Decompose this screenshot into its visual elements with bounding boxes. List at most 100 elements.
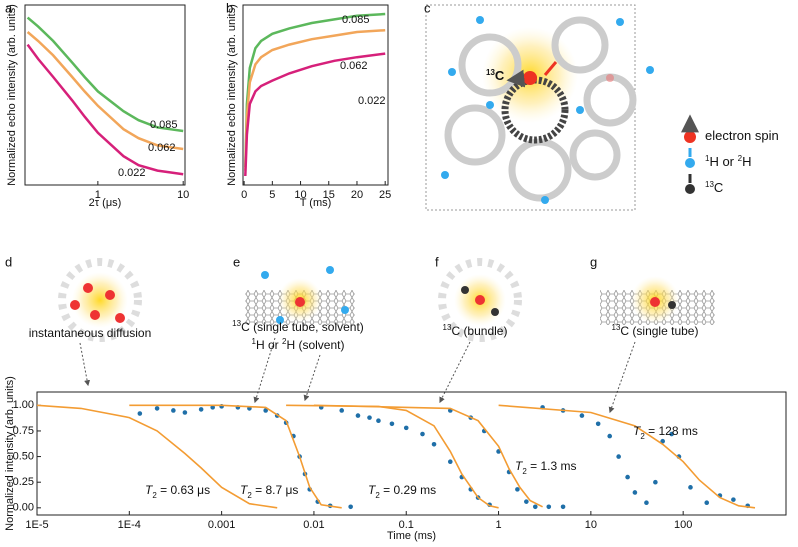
series-label: 0.022 xyxy=(358,95,386,107)
data-point xyxy=(644,500,649,506)
data-point xyxy=(447,459,453,465)
series-line xyxy=(26,43,184,176)
spin-label: 13C xyxy=(486,68,505,84)
data-point xyxy=(376,418,381,424)
legend-label: 1H or 2H xyxy=(705,154,751,170)
x-tick-label: 10 xyxy=(585,519,597,531)
annotation: T2 = 0.63 μs xyxy=(145,483,210,499)
text-part: = 8.7 μs xyxy=(252,483,299,497)
text-part: C (single tube, solvent) xyxy=(241,320,364,334)
data-point xyxy=(632,490,638,495)
text-part: electron spin xyxy=(705,128,779,143)
data-point xyxy=(367,415,372,420)
text-part: H or xyxy=(709,154,737,169)
data-point xyxy=(348,504,353,510)
y-tick-label: 1.00 xyxy=(13,399,34,411)
data-point xyxy=(607,433,613,439)
data-point xyxy=(154,406,160,411)
data-point xyxy=(263,408,268,413)
annotation: T2 = 1.3 ms xyxy=(515,459,576,475)
data-point xyxy=(579,413,585,418)
text-part: H xyxy=(742,154,751,169)
x-tick-label: 5 xyxy=(269,189,275,201)
text-part: 1 xyxy=(252,337,257,346)
x-tick-label: 1E-5 xyxy=(25,519,48,531)
x-tick-label: 0.01 xyxy=(303,519,324,531)
data-point xyxy=(431,441,437,447)
text-part: T xyxy=(240,483,249,497)
data-point xyxy=(137,411,143,416)
series-line xyxy=(244,28,386,171)
text-part: 2 xyxy=(152,491,157,500)
series-line xyxy=(498,404,756,509)
panel-label: b xyxy=(226,0,233,15)
data-point xyxy=(625,474,630,480)
series-label: 0.085 xyxy=(150,119,178,131)
data-point xyxy=(595,421,601,427)
data-point xyxy=(560,504,566,510)
panel-label: g xyxy=(590,254,597,269)
data-point xyxy=(182,410,188,415)
pointer-arrows xyxy=(79,337,636,414)
data-point xyxy=(616,454,621,459)
plot-frame xyxy=(24,4,186,186)
series-line xyxy=(26,31,184,151)
data-point xyxy=(546,504,552,510)
data-point xyxy=(210,405,215,410)
panel-label: d xyxy=(5,254,12,269)
text-part: 13 xyxy=(612,323,621,332)
x-tick-label: 0.001 xyxy=(208,519,236,531)
series-label: 0.022 xyxy=(118,167,146,179)
x-tick-label: 20 xyxy=(351,189,363,201)
text-part: C (bundle) xyxy=(451,324,507,338)
text-part: 13 xyxy=(705,180,714,189)
panel-label: f xyxy=(435,254,439,269)
y-tick-label: 0.50 xyxy=(13,450,34,462)
legend-label: 13C xyxy=(705,180,723,196)
data-point xyxy=(420,431,425,437)
text-part: = 1.3 ms xyxy=(527,459,577,473)
data-point xyxy=(653,479,658,485)
text-part: C xyxy=(714,180,723,195)
text-part: 13 xyxy=(486,68,495,77)
series-label: 0.085 xyxy=(342,14,370,26)
x-tick-label: 25 xyxy=(379,189,391,201)
panel-label: a xyxy=(5,0,13,15)
x-axis-label: Time (ms) xyxy=(387,530,436,542)
x-tick-label: 0 xyxy=(241,189,247,201)
x-tick-label: 1E-4 xyxy=(118,519,141,531)
annotation: T2 = 128 ms xyxy=(633,424,698,440)
caption: instantaneous diffusion xyxy=(29,326,152,340)
text-part: 2 xyxy=(282,337,287,346)
panel-label: e xyxy=(233,254,240,269)
x-axis-label: 2τ (μs) xyxy=(89,197,122,209)
series-line xyxy=(244,52,386,177)
caption: 13C (bundle) xyxy=(443,323,508,339)
schematics xyxy=(58,258,715,342)
data-point xyxy=(198,407,204,412)
text-part: T xyxy=(633,424,642,438)
series-label: 0.062 xyxy=(148,142,176,154)
y-tick-label: 0.25 xyxy=(13,476,34,488)
panel-label: c xyxy=(424,0,431,15)
text-part: 2 xyxy=(375,491,380,500)
legend-label: electron spin xyxy=(705,128,779,143)
x-tick-label: 100 xyxy=(674,519,692,531)
data-point xyxy=(171,408,176,413)
caption: 13C (single tube) xyxy=(612,323,699,339)
text-part: 1 xyxy=(705,154,710,163)
data-point xyxy=(731,497,736,502)
annotation: T2 = 0.29 ms xyxy=(368,483,436,499)
text-part: 2 xyxy=(522,467,527,476)
text-part: 13 xyxy=(232,319,241,328)
text-part: T xyxy=(145,483,154,497)
annotation: T2 = 8.7 μs xyxy=(240,483,298,499)
data-point xyxy=(688,485,693,490)
text-part: = 0.63 μs xyxy=(157,483,210,497)
text-part: = 128 ms xyxy=(645,424,698,438)
series-line xyxy=(313,404,543,508)
text-part: = 0.29 ms xyxy=(380,483,436,497)
plot-frame xyxy=(36,391,787,516)
